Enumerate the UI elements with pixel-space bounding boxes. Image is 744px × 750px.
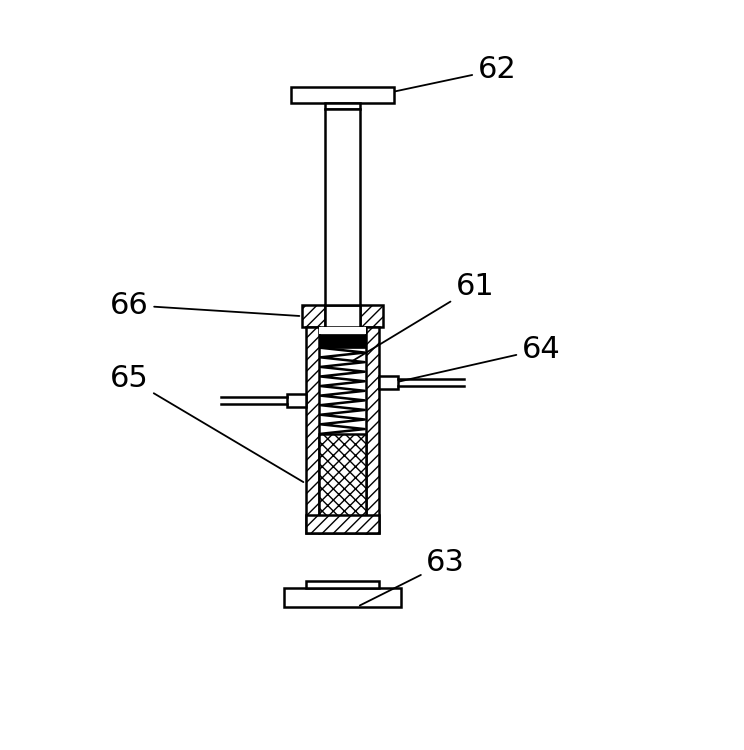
Text: 64: 64 <box>382 334 560 386</box>
Bar <box>366 327 379 533</box>
Bar <box>319 433 366 533</box>
Bar <box>319 334 366 348</box>
Bar <box>283 588 402 607</box>
Bar <box>306 581 379 588</box>
Text: 65: 65 <box>110 364 304 482</box>
Bar <box>302 305 325 327</box>
Text: 61: 61 <box>353 272 494 361</box>
Bar <box>319 327 366 334</box>
Bar <box>325 305 360 327</box>
Bar <box>291 86 394 103</box>
Bar <box>325 109 360 305</box>
Bar <box>306 327 319 533</box>
Text: 66: 66 <box>110 290 299 320</box>
Bar <box>287 394 306 407</box>
Bar <box>306 514 379 533</box>
Bar <box>379 376 398 389</box>
Text: 62: 62 <box>382 56 516 94</box>
Bar <box>325 103 360 109</box>
Bar <box>360 305 383 327</box>
Text: 63: 63 <box>360 548 465 605</box>
